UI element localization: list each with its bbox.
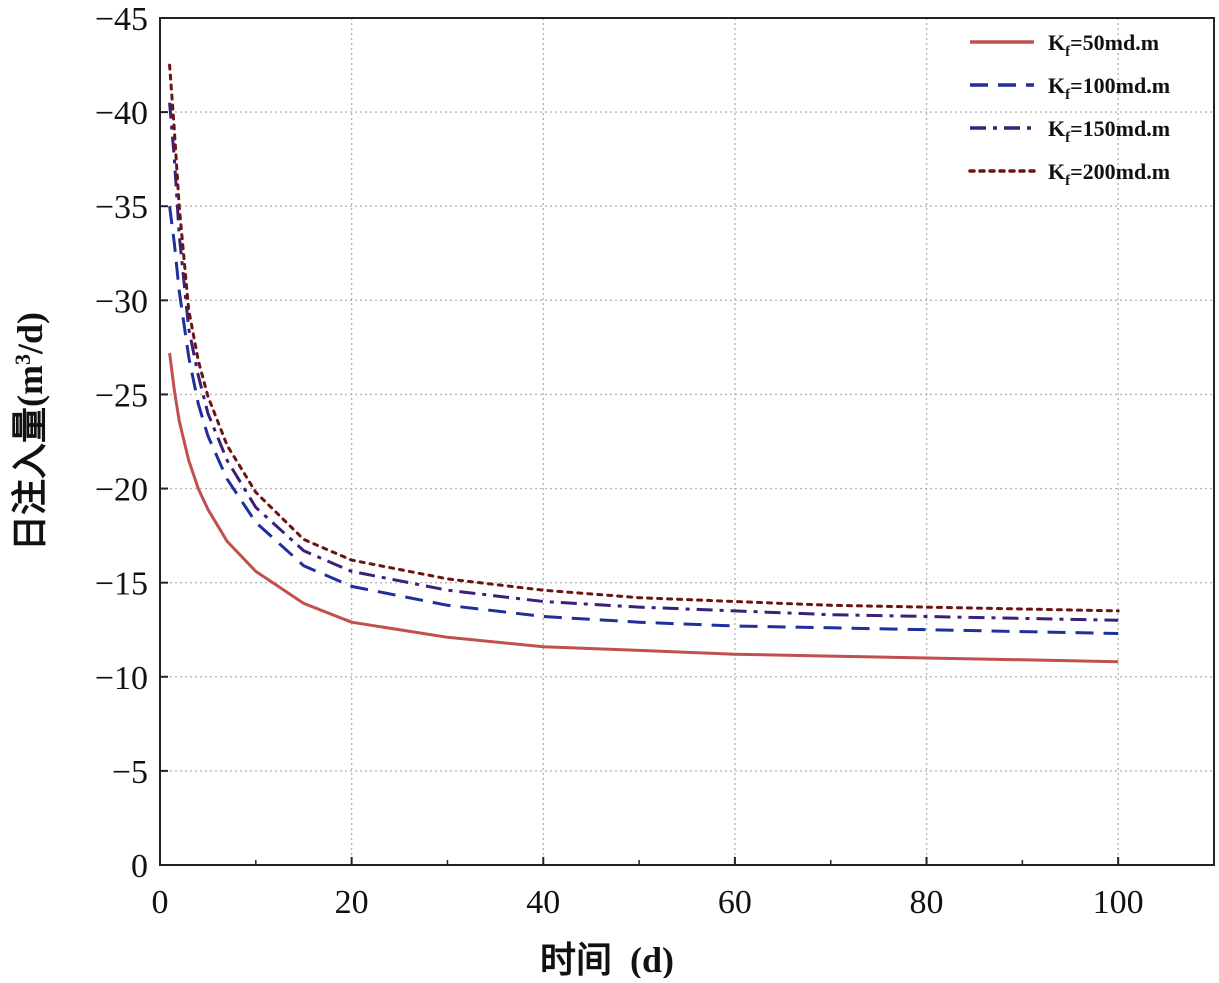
- series-line-4: [168, 63, 1120, 613]
- y-tick-label: −5: [112, 754, 148, 791]
- x-tick-label: 40: [526, 884, 560, 921]
- x-axis-title: 时间 (d): [540, 940, 674, 978]
- legend-label-main: K: [1048, 159, 1065, 184]
- x-tick-label: 60: [718, 884, 752, 921]
- ticks: 0 20 40 60 80 100 0 −5 −10 −15 −20 −25 −30 −35 −40 −45: [95, 1, 1144, 921]
- y-tick-label: −15: [95, 566, 148, 603]
- legend-label-sub: f: [1065, 130, 1071, 146]
- y-tick-label: −40: [95, 95, 148, 132]
- legend: Kf=50md.mKf=100md.mKf=150md.mKf=200md.m: [968, 30, 1170, 189]
- legend-label-rest: =100md.m: [1070, 73, 1170, 98]
- y-tick-label: −25: [95, 377, 148, 414]
- y-tick-label: −10: [95, 660, 148, 697]
- plot-area-frame: [159, 17, 1215, 866]
- y-tick-label: −45: [95, 1, 148, 38]
- grid: [160, 18, 1214, 865]
- legend-label-sub: f: [1065, 44, 1071, 60]
- legend-label-2: Kf=100md.m: [1048, 73, 1170, 103]
- legend-label-sub: f: [1065, 87, 1071, 103]
- x-tick-label: 20: [335, 884, 369, 921]
- series-group: [168, 63, 1120, 664]
- legend-label-sub: f: [1065, 173, 1071, 189]
- x-tick-label: 0: [152, 884, 169, 921]
- y-axis-title: 日注入量(m3/d): [10, 312, 50, 551]
- y-tick-label: −20: [95, 472, 148, 509]
- legend-label-rest: =200md.m: [1070, 159, 1170, 184]
- y-axis-title-superscript: 3: [10, 354, 35, 365]
- y-axis-title-main: 日注入量: [10, 407, 50, 551]
- y-axis-title-unit: (m: [10, 365, 50, 407]
- legend-label-3: Kf=150md.m: [1048, 116, 1170, 146]
- legend-label-1: Kf=50md.m: [1048, 30, 1159, 60]
- legend-label-rest: =150md.m: [1070, 116, 1170, 141]
- legend-label-4: Kf=200md.m: [1048, 159, 1170, 189]
- y-tick-label: −30: [95, 283, 148, 320]
- x-tick-label: 80: [910, 884, 944, 921]
- x-axis-title-unit: (d): [630, 940, 674, 978]
- x-axis-title-main: 时间: [540, 940, 612, 978]
- legend-label-main: K: [1048, 116, 1065, 141]
- y-axis-title-unit-end: /d): [10, 312, 50, 355]
- legend-label-main: K: [1048, 30, 1065, 55]
- legend-label-main: K: [1048, 73, 1065, 98]
- series-line-3: [168, 102, 1119, 622]
- x-tick-label: 100: [1093, 884, 1144, 921]
- y-tick-label: −35: [95, 189, 148, 226]
- series-line-2: [168, 206, 1119, 635]
- legend-label-rest: =50md.m: [1070, 30, 1159, 55]
- y-tick-label: 0: [131, 848, 148, 885]
- series-line-1: [168, 352, 1119, 664]
